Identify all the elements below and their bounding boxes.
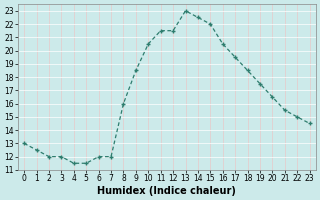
X-axis label: Humidex (Indice chaleur): Humidex (Indice chaleur) [98,186,236,196]
